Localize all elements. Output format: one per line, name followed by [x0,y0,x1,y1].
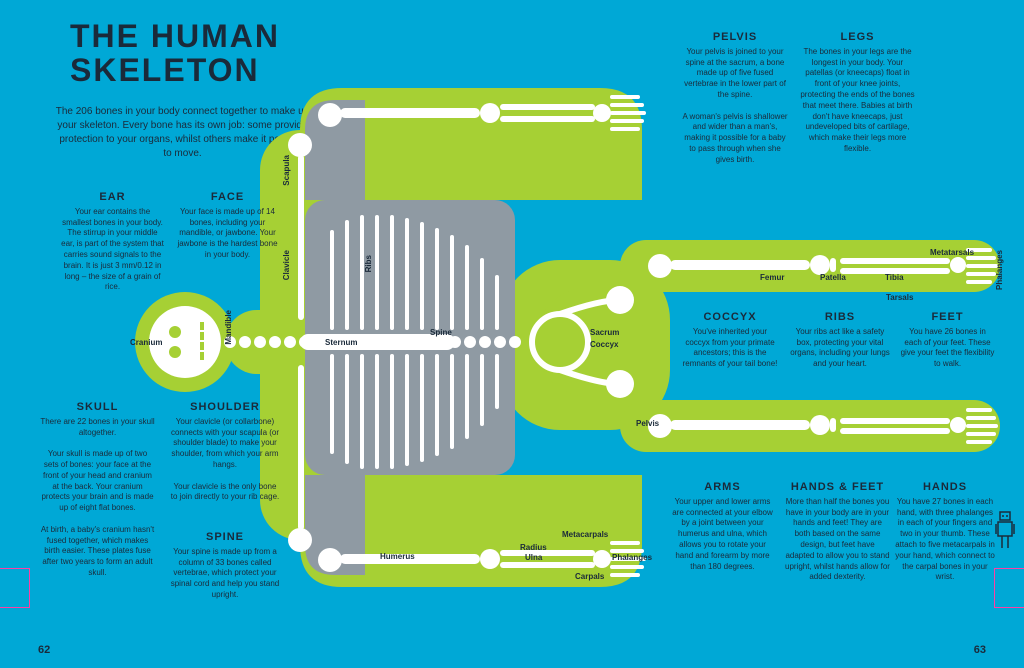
block-shoulder-body: Your clavicle (or collarbone) connects w… [170,417,280,503]
block-handsfeet-body: More than half the bones you have in you… [785,497,890,583]
label-pelvis: Pelvis [636,419,659,428]
label-tarsals: Tarsals [886,293,913,302]
block-hands: HANDS You have 27 bones in each hand, wi… [895,480,995,583]
block-hands-title: HANDS [895,480,995,495]
label-metacarpals: Metacarpals [562,530,608,539]
block-ear-title: EAR [60,190,165,205]
block-hands-body: You have 27 bones in each hand, with thr… [895,497,995,583]
label-humerus: Humerus [380,552,415,561]
page-number-right: 63 [974,644,986,656]
block-legs-title: LEGS [800,30,915,45]
block-skull-title: SKULL [40,400,155,415]
block-ribs-title: RIBS [790,310,890,325]
block-arms-title: ARMS [670,480,775,495]
label-ulna: Ulna [525,553,542,562]
label-spine: Spine [430,328,452,337]
page-tab-right [994,568,1024,608]
block-pelvis-body: Your pelvis is joined to your spine at t… [680,47,790,166]
block-feet-body: You have 26 bones in each of your feet. … [900,327,995,370]
page-tab-left [0,568,30,608]
block-spine: SPINE Your spine is made up from a colum… [170,530,280,601]
block-skull-body: There are 22 bones in your skull altoget… [40,417,155,579]
label-coccyx: Coccyx [590,340,618,349]
block-feet: FEET You have 26 bones in each of your f… [900,310,995,370]
label-radius: Radius [520,543,547,552]
block-coccyx-body: You've inherited your coccyx from your p… [680,327,780,370]
label-phalanges-2: Phalanges [995,250,1004,290]
block-ear: EAR Your ear contains the smallest bones… [60,190,165,293]
label-scapula: Scapula [282,155,291,186]
page-title: THE HUMAN SKELETON [70,20,280,87]
block-spine-body: Your spine is made up from a column of 3… [170,547,280,601]
block-face-body: Your face is made up of 14 bones, includ… [175,207,280,261]
label-femur: Femur [760,273,784,282]
block-handsfeet: HANDS & FEET More than half the bones yo… [785,480,890,583]
block-face: FACE Your face is made up of 14 bones, i… [175,190,280,261]
label-clavicle: Clavicle [282,250,291,280]
title-line-2: SKELETON [70,54,280,88]
block-ear-body: Your ear contains the smallest bones in … [60,207,165,293]
block-face-title: FACE [175,190,280,205]
block-spine-title: SPINE [170,530,280,545]
label-cranium: Cranium [130,338,162,347]
label-mandible: Mandible [224,310,233,345]
label-tibia: Tibia [885,273,904,282]
label-metatarsals: Metatarsals [930,248,974,257]
label-phalanges: Phalanges [612,553,652,562]
block-pelvis-title: PELVIS [680,30,790,45]
block-handsfeet-title: HANDS & FEET [785,480,890,495]
block-shoulder-title: SHOULDER [170,400,280,415]
label-sacrum: Sacrum [590,328,619,337]
block-ribs-body: Your ribs act like a safety box, protect… [790,327,890,370]
label-patella: Patella [820,273,846,282]
block-arms: ARMS Your upper and lower arms are conne… [670,480,775,572]
block-ribs: RIBS Your ribs act like a safety box, pr… [790,310,890,370]
block-coccyx-title: COCCYX [680,310,780,325]
title-line-1: THE HUMAN [70,20,280,54]
block-skull: SKULL There are 22 bones in your skull a… [40,400,155,579]
block-pelvis: PELVIS Your pelvis is joined to your spi… [680,30,790,166]
label-ribs: Ribs [364,255,373,272]
label-sternum: Sternum [325,338,357,347]
block-legs: LEGS The bones in your legs are the long… [800,30,915,155]
block-arms-body: Your upper and lower arms are connected … [670,497,775,573]
block-shoulder: SHOULDER Your clavicle (or collarbone) c… [170,400,280,503]
robot-icon [994,510,1016,550]
block-legs-body: The bones in your legs are the longest i… [800,47,915,155]
label-carpals: Carpals [575,572,604,581]
block-coccyx: COCCYX You've inherited your coccyx from… [680,310,780,370]
page-number-left: 62 [38,644,50,656]
block-feet-title: FEET [900,310,995,325]
intro-text: The 206 bones in your body connect toget… [55,105,310,161]
